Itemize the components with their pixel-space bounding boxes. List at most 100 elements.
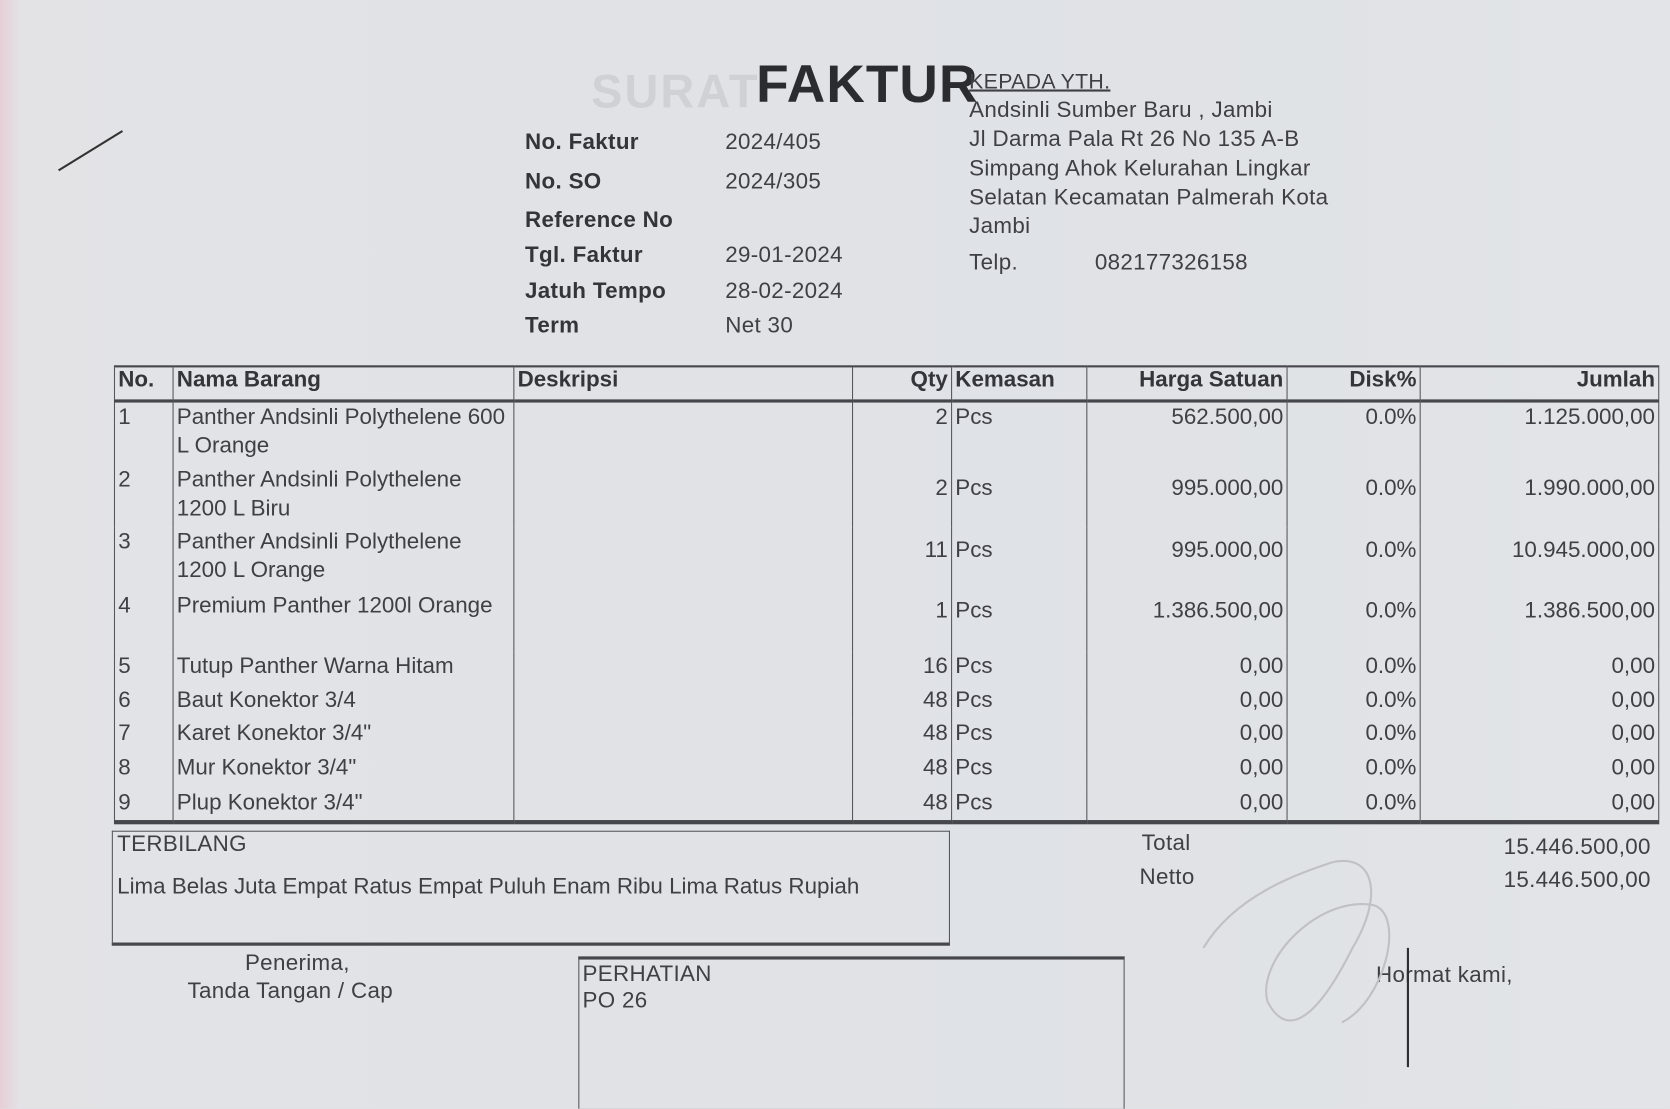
closing-text: Hormat kami, bbox=[1375, 962, 1513, 988]
item-description bbox=[513, 718, 854, 753]
col-header: Qty bbox=[852, 365, 953, 403]
item-qty: 48 bbox=[852, 787, 953, 824]
meta-label: Term bbox=[525, 313, 580, 338]
meta-value: 29-01-2024 bbox=[725, 242, 843, 268]
item-discount: 0.0% bbox=[1286, 400, 1421, 465]
table-row: 5 Tutup Panther Warna Hitam 16 Pcs 0,00 0.0% 0… bbox=[113, 651, 1660, 686]
item-price: 562.500,00 bbox=[1086, 400, 1288, 465]
row-no: 7 bbox=[113, 718, 174, 753]
item-discount: 0.0% bbox=[1286, 526, 1421, 591]
col-header: Harga Satuan bbox=[1086, 365, 1288, 403]
item-qty: 2 bbox=[852, 400, 953, 465]
row-no: 2 bbox=[113, 464, 174, 527]
item-name: Plup Konektor 3/4" bbox=[172, 787, 515, 824]
item-total: 1.990.000,00 bbox=[1419, 464, 1660, 527]
col-header: Nama Barang bbox=[172, 365, 515, 403]
row-no: 6 bbox=[113, 685, 174, 719]
bleed-through-text: SURAT bbox=[591, 66, 760, 119]
item-qty: 48 bbox=[852, 718, 953, 753]
item-description bbox=[513, 651, 854, 686]
item-unit: Pcs bbox=[951, 685, 1088, 719]
row-no: 8 bbox=[113, 752, 174, 788]
row-no: 9 bbox=[113, 787, 174, 824]
item-qty: 11 bbox=[852, 526, 953, 591]
item-price: 995.000,00 bbox=[1086, 464, 1288, 527]
meta-value: 28-02-2024 bbox=[725, 279, 843, 304]
address-line: Selatan Kecamatan Palmerah Kota bbox=[969, 185, 1329, 210]
item-total: 0,00 bbox=[1419, 718, 1660, 753]
total-value: 15.446.500,00 bbox=[1503, 834, 1651, 860]
perhatian-label: PERHATIAN bbox=[582, 961, 712, 987]
netto-label: Netto bbox=[1139, 864, 1195, 890]
col-header: Kemasan bbox=[951, 365, 1088, 403]
table-row: 8 Mur Konektor 3/4" 48 Pcs 0,00 0.0% 0,00 bbox=[113, 752, 1660, 788]
col-header: Deskripsi bbox=[513, 365, 854, 403]
item-price: 0,00 bbox=[1086, 718, 1288, 753]
item-unit: Pcs bbox=[951, 787, 1088, 824]
item-description bbox=[513, 752, 854, 788]
recipient-heading: KEPADA YTH. bbox=[969, 70, 1111, 94]
item-description bbox=[513, 590, 854, 652]
meta-label: Jatuh Tempo bbox=[525, 279, 667, 304]
item-unit: Pcs bbox=[951, 526, 1088, 591]
item-total: 1.386.500,00 bbox=[1419, 590, 1660, 652]
item-unit: Pcs bbox=[951, 752, 1088, 788]
item-total: 0,00 bbox=[1419, 685, 1660, 719]
terbilang-label: TERBILANG bbox=[117, 831, 247, 857]
terbilang-box: TERBILANG Lima Belas Juta Empat Ratus Em… bbox=[111, 830, 950, 946]
col-header: No. bbox=[113, 365, 174, 403]
item-unit: Pcs bbox=[951, 590, 1088, 652]
address-line: Simpang Ahok Kelurahan Lingkar bbox=[969, 156, 1311, 182]
document-title: FAKTUR bbox=[756, 54, 979, 114]
item-discount: 0.0% bbox=[1286, 464, 1421, 527]
item-unit: Pcs bbox=[951, 718, 1088, 753]
item-description bbox=[513, 685, 854, 719]
table-header: No. Nama Barang Deskripsi Qty Kemasan Ha… bbox=[113, 365, 1660, 403]
receiver-label: Penerima, bbox=[244, 951, 350, 976]
meta-label: No. Faktur bbox=[525, 129, 639, 155]
item-name: Panther Andsinli Polythelene 1200 L Oran… bbox=[172, 526, 515, 591]
perhatian-text: PO 26 bbox=[582, 988, 648, 1013]
row-no: 3 bbox=[113, 526, 174, 591]
item-qty: 2 bbox=[852, 464, 953, 527]
netto-value: 15.446.500,00 bbox=[1503, 867, 1651, 893]
phone-label: Telp. bbox=[969, 250, 1018, 275]
item-unit: Pcs bbox=[951, 651, 1088, 686]
item-qty: 16 bbox=[852, 651, 953, 686]
items-table: No. Nama Barang Deskripsi Qty Kemasan Ha… bbox=[113, 365, 1660, 824]
meta-value: 2024/305 bbox=[725, 169, 822, 194]
row-no: 4 bbox=[113, 590, 174, 652]
terbilang-text: Lima Belas Juta Empat Ratus Empat Puluh … bbox=[117, 874, 860, 899]
table-row: 2 Panther Andsinli Polythelene 1200 L Bir… bbox=[113, 464, 1660, 527]
perhatian-box: PERHATIAN PO 26 bbox=[578, 956, 1125, 1109]
phone-value: 082177326158 bbox=[1094, 250, 1248, 275]
item-name: Premium Panther 1200l Orange bbox=[172, 590, 515, 652]
total-label: Total bbox=[1141, 830, 1191, 856]
item-name: Panther Andsinli Polythelene 600 L Orang… bbox=[172, 400, 515, 465]
item-discount: 0.0% bbox=[1286, 685, 1421, 719]
table-row: 7 Karet Konektor 3/4" 48 Pcs 0,00 0.0% 0,00 bbox=[113, 718, 1660, 753]
meta-label: No. SO bbox=[525, 169, 602, 194]
col-header: Disk% bbox=[1286, 365, 1421, 403]
row-no: 5 bbox=[113, 651, 174, 686]
item-price: 0,00 bbox=[1086, 787, 1288, 824]
table-row: 4 Premium Panther 1200l Orange 1 Pcs 1.386.5… bbox=[113, 590, 1660, 652]
meta-value: 2024/405 bbox=[725, 129, 822, 155]
item-description bbox=[513, 787, 854, 824]
address-line: Andsinli Sumber Baru , Jambi bbox=[969, 97, 1273, 123]
item-name: Panther Andsinli Polythelene 1200 L Biru bbox=[172, 464, 515, 527]
item-description bbox=[513, 464, 854, 527]
item-total: 0,00 bbox=[1419, 651, 1660, 686]
item-discount: 0.0% bbox=[1286, 752, 1421, 788]
meta-label: Reference No bbox=[525, 207, 674, 233]
item-price: 1.386.500,00 bbox=[1086, 590, 1288, 652]
item-price: 0,00 bbox=[1086, 651, 1288, 686]
item-unit: Pcs bbox=[951, 464, 1088, 527]
table-row: 9 Plup Konektor 3/4" 48 Pcs 0,00 0.0% 0,00 bbox=[113, 787, 1660, 824]
item-discount: 0.0% bbox=[1286, 787, 1421, 824]
item-total: 10.945.000,00 bbox=[1419, 526, 1660, 591]
pen-mark bbox=[58, 130, 124, 172]
item-total: 0,00 bbox=[1419, 752, 1660, 788]
item-name: Karet Konektor 3/4" bbox=[172, 718, 515, 753]
